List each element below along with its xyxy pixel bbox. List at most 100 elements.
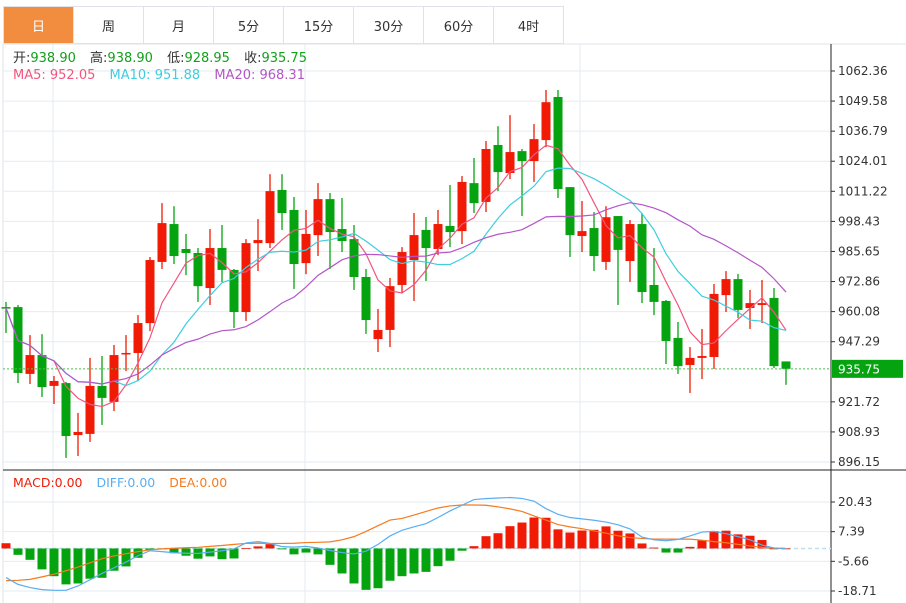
macd-bar bbox=[37, 548, 47, 570]
candle-body bbox=[373, 329, 383, 340]
macd-bar bbox=[469, 546, 479, 549]
tab-30min[interactable]: 30分 bbox=[354, 7, 424, 43]
candle bbox=[337, 197, 347, 253]
candles bbox=[1, 89, 791, 458]
candle-body bbox=[673, 337, 683, 367]
macd-bar bbox=[601, 526, 611, 549]
candle bbox=[145, 256, 155, 332]
macd-bar bbox=[673, 548, 683, 553]
candle bbox=[373, 308, 383, 353]
macd-bar bbox=[637, 543, 647, 549]
macd-bar bbox=[433, 548, 443, 567]
price-tick-label: 1049.58 bbox=[838, 94, 888, 108]
candle bbox=[685, 347, 695, 393]
candle bbox=[757, 280, 767, 324]
candle-body bbox=[397, 252, 407, 285]
candle-body bbox=[553, 97, 563, 189]
grid bbox=[2, 43, 906, 603]
macd-bar bbox=[253, 546, 263, 549]
candle-body bbox=[145, 260, 155, 324]
candle bbox=[277, 174, 287, 230]
candle bbox=[709, 284, 719, 369]
macd-bar bbox=[541, 517, 551, 549]
candle-body bbox=[73, 432, 83, 436]
price-tick-label: 896.15 bbox=[838, 455, 880, 469]
macd-tick-label: 20.43 bbox=[838, 495, 872, 509]
candle-body bbox=[781, 361, 791, 369]
dea-value: DEA:0.00 bbox=[169, 475, 228, 490]
candle bbox=[169, 206, 179, 265]
ma10-line bbox=[5, 167, 787, 387]
candle bbox=[25, 335, 35, 385]
macd-bar bbox=[493, 533, 503, 549]
candle-body bbox=[721, 279, 731, 296]
low-value: 928.95 bbox=[184, 51, 230, 66]
macd-bar bbox=[505, 526, 515, 549]
macd-bar bbox=[421, 548, 431, 572]
macd-panel bbox=[1, 496, 831, 591]
macd-bar bbox=[109, 548, 119, 571]
macd-bar bbox=[685, 546, 695, 549]
price-tick-label: 947.29 bbox=[838, 335, 880, 349]
candle bbox=[97, 356, 107, 425]
current-price-badge bbox=[832, 359, 903, 378]
macd-bar bbox=[397, 548, 407, 577]
macd-bar bbox=[721, 530, 731, 549]
candle-body bbox=[61, 383, 71, 437]
macd-readout: MACD:0.00 DIFF:0.00 DEA:0.00 bbox=[13, 475, 227, 490]
candle bbox=[697, 328, 707, 380]
macd-bar bbox=[289, 548, 299, 555]
tab-month[interactable]: 月 bbox=[144, 7, 214, 43]
candle-body bbox=[577, 231, 587, 237]
tab-4h[interactable]: 4时 bbox=[494, 7, 564, 43]
candle-body bbox=[193, 252, 203, 287]
macd-bar bbox=[757, 540, 767, 549]
candle bbox=[409, 212, 419, 301]
candle-body bbox=[97, 385, 107, 398]
price-tick-label: 1036.79 bbox=[838, 124, 888, 138]
macd-bar bbox=[133, 548, 143, 558]
candle-body bbox=[25, 355, 35, 374]
high-value: 938.90 bbox=[107, 51, 153, 66]
macd-bar bbox=[217, 548, 227, 560]
candle bbox=[745, 289, 755, 329]
price-tick-label: 908.93 bbox=[838, 425, 880, 439]
candle bbox=[37, 334, 47, 397]
candle-body bbox=[625, 224, 635, 261]
tab-15min[interactable]: 15分 bbox=[284, 7, 354, 43]
close-label: 收: bbox=[244, 51, 262, 66]
candle-body bbox=[733, 279, 743, 310]
candle bbox=[181, 233, 191, 276]
candle bbox=[361, 268, 371, 334]
tab-60min[interactable]: 60分 bbox=[424, 7, 494, 43]
macd-bar bbox=[229, 548, 239, 559]
tab-week[interactable]: 周 bbox=[74, 7, 144, 43]
macd-bar bbox=[169, 548, 179, 554]
candle bbox=[649, 248, 659, 316]
candle-body bbox=[601, 217, 611, 262]
candle bbox=[469, 157, 479, 213]
candle-body bbox=[445, 225, 455, 233]
candle bbox=[673, 321, 683, 374]
candle-body bbox=[433, 224, 443, 249]
macd-tick-label: -18.71 bbox=[838, 584, 877, 598]
candle-body bbox=[745, 303, 755, 309]
candle-body bbox=[709, 293, 719, 357]
candle-body bbox=[133, 323, 143, 353]
macd-bar bbox=[649, 547, 659, 549]
candle-body bbox=[385, 286, 395, 330]
candle bbox=[193, 248, 203, 302]
period-tabs: 日 周 月 5分 15分 30分 60分 4时 bbox=[3, 6, 564, 44]
tab-day[interactable]: 日 bbox=[4, 7, 74, 43]
candle bbox=[205, 228, 215, 305]
candle bbox=[109, 344, 119, 412]
candle-body bbox=[505, 152, 515, 174]
tab-5min[interactable]: 5分 bbox=[214, 7, 284, 43]
macd-bar bbox=[313, 548, 323, 555]
diff-line bbox=[5, 496, 787, 591]
macd-bar bbox=[565, 532, 575, 549]
macd-bar bbox=[445, 548, 455, 561]
ma20-value: MA20: 968.31 bbox=[214, 68, 305, 83]
candle-body bbox=[469, 183, 479, 204]
